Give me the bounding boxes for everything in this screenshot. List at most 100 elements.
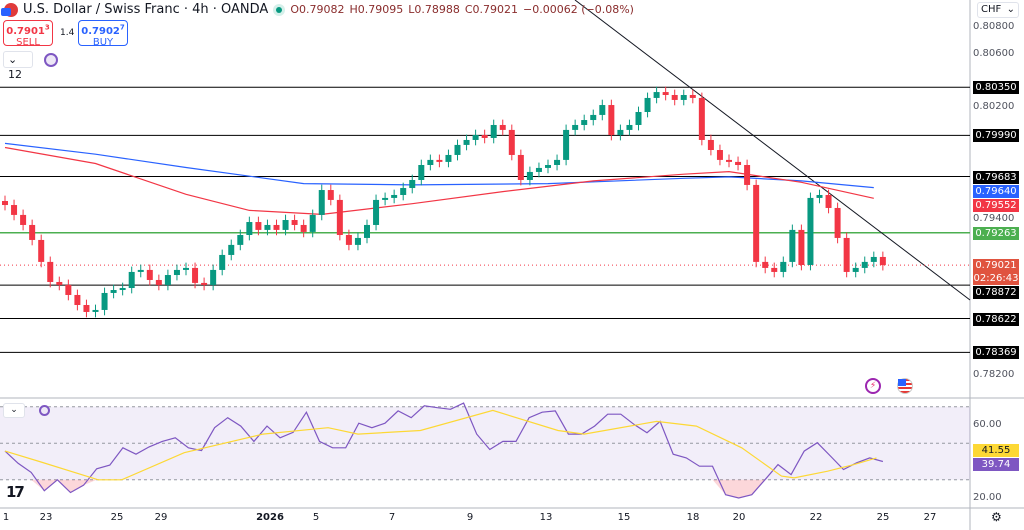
candle-body [825,194,832,208]
rsi-sync-icon[interactable] [39,405,50,416]
candle-body [508,129,515,155]
candle-body [137,269,144,272]
level-price-tag: 0.78872 [973,286,1019,300]
ma-blue-tag: 0.79640 [973,184,1019,198]
time-tick: 23 [39,512,53,523]
candle-body [373,199,380,225]
currency-select[interactable]: CHF ⌄ [977,2,1019,18]
sync-icon[interactable] [44,53,58,67]
ohlc-open: O0.79082 [290,3,345,16]
candle-body [38,239,45,262]
price-tick: 0.80200 [973,101,1015,113]
time-tick: 15 [617,512,631,523]
candle-body [535,167,542,172]
rsi-tick: 20.00 [973,492,1002,503]
sell-price-sup: 3 [44,24,50,32]
candle-body [201,282,208,285]
candle-body [662,92,669,95]
candle-body [336,199,343,236]
candle-body [56,281,63,285]
candle-body [65,284,72,295]
candle-body [74,294,81,306]
symbol-title[interactable]: U.S. Dollar / Swiss Franc · 4h · OANDA [23,2,269,17]
candle-body [834,207,841,238]
candle-body [879,256,886,266]
candle-body [481,135,488,138]
candle-body [445,154,452,162]
candle-body [771,267,778,272]
candle-body [798,229,805,265]
buy-price: 0.7902 [81,26,120,38]
ma-blue-line [4,142,874,189]
candle-body [490,124,497,138]
price-tick: 0.79400 [973,212,1015,224]
time-tick: 25 [110,512,124,523]
ohlc-high: H0.79095 [349,3,404,16]
candle-body [192,267,199,283]
candle-body [852,267,859,272]
time-tick: 13 [539,512,553,523]
candle-body [653,92,660,98]
time-tick: 29 [154,512,168,523]
candle-body [183,267,189,270]
candle-body [689,94,696,98]
indicators-count: 12 [8,68,22,81]
candle-body [146,269,153,280]
ma-red-line [4,146,874,216]
candle-body [581,120,588,125]
candle-body [400,188,407,195]
tradingview-logo: 17 [6,483,25,501]
rsi-value-tag: 39.74 [973,458,1019,471]
rsi-ma-tag: 41.55 [973,444,1019,457]
candle-body [780,261,787,272]
candle-body [47,261,54,282]
candle-body [237,235,244,245]
rsi-ma-line [4,409,877,481]
candle-body [572,124,579,130]
candle-body [735,161,742,165]
candle-body [753,184,760,262]
candle-body [554,159,561,165]
candle-body [391,194,398,198]
candle-body [92,309,99,312]
candle-body [816,194,823,198]
sell-button[interactable]: 0.79013 SELL [3,20,53,48]
candle-body [517,154,524,180]
time-tick: 9 [466,512,474,523]
rsi-collapse-button[interactable]: ⌄ [3,403,25,418]
candle-body [264,224,271,230]
candle-body [762,261,769,268]
candle-body [11,205,18,215]
us-flag-event-icon[interactable] [897,378,913,394]
level-price-tag: 0.79990 [973,129,1019,143]
candle-body [427,159,434,165]
ma-red-tag: 0.79552 [973,198,1019,212]
lightning-event-icon[interactable]: ⚡ [865,378,881,394]
indicators-toggle[interactable]: ⌄ 12 [3,51,33,81]
candle-body [617,129,624,136]
candle-body [526,171,533,180]
last-price-tag: 0.79021 02:26:43 [973,259,1019,286]
candle-body [716,150,723,160]
buy-price-sup: 7 [119,24,125,32]
rsi-line [4,402,884,499]
settings-gear-icon[interactable]: ⚙ [991,510,1002,524]
time-tick: 7 [388,512,396,523]
candle-body [789,229,796,262]
candle-body [20,214,27,225]
candle-body [671,94,678,100]
candle-body [843,237,850,272]
candle-body [119,288,126,291]
candle-body [282,220,289,230]
candle-body [155,279,162,285]
candle-body [635,111,642,125]
market-open-icon [273,3,286,16]
spread: 1.4 [60,28,75,38]
candle-body [318,190,325,215]
candle-body [463,139,470,145]
candle-body [128,271,135,289]
level-price-tag: 0.78369 [973,346,1019,360]
buy-button[interactable]: 0.79027 BUY [78,20,128,48]
trendline [574,0,971,301]
